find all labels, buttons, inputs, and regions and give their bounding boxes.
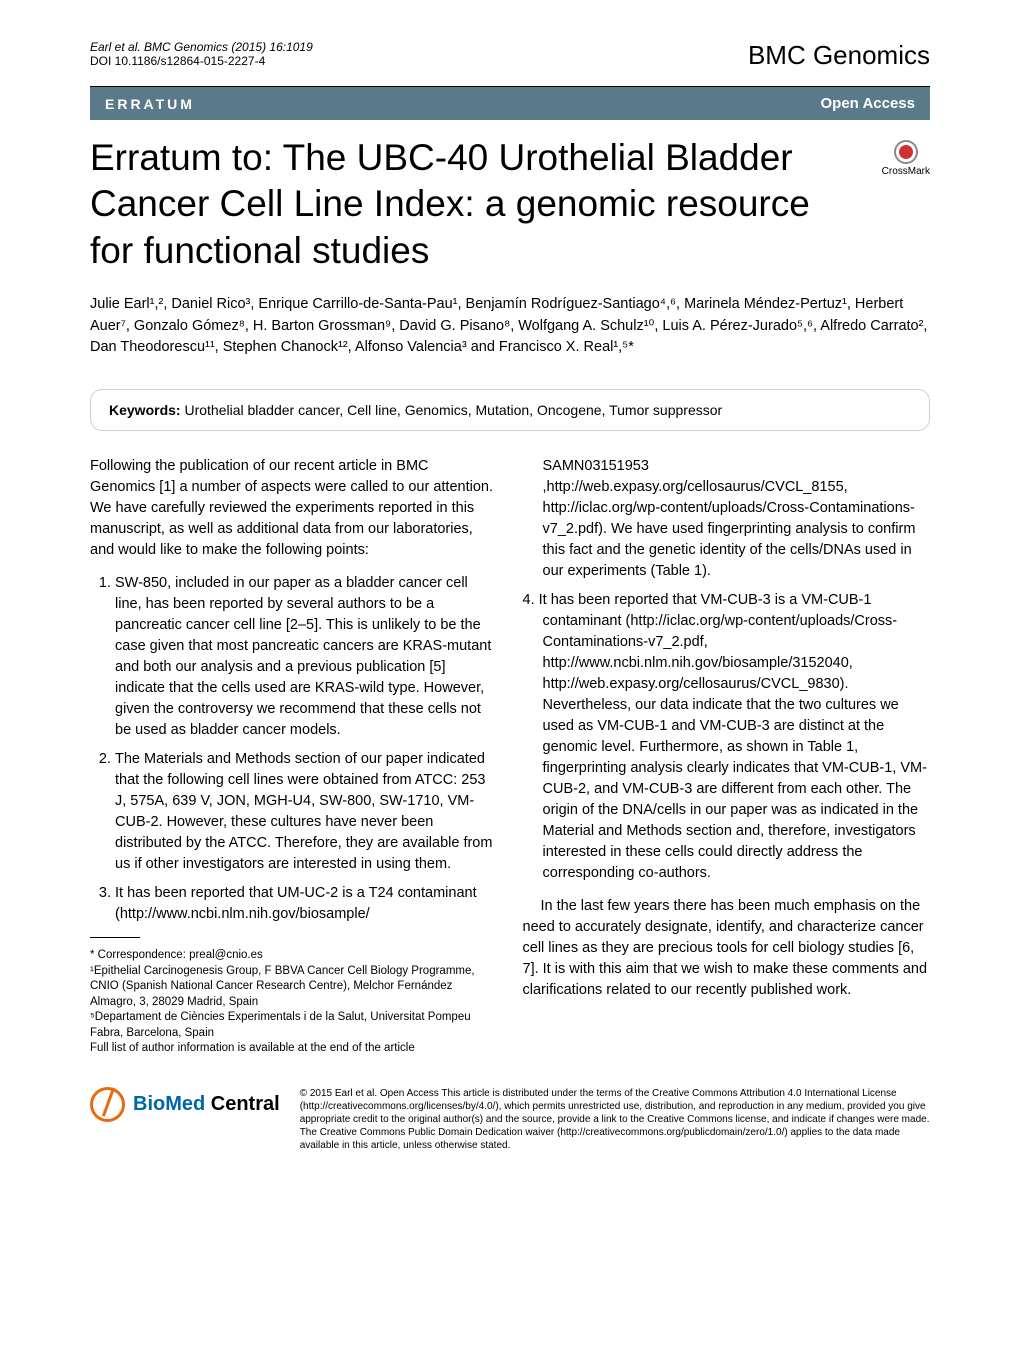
footer-notes: * Correspondence: preal@cnio.es ¹Epithel… (90, 948, 498, 1057)
point-3: It has been reported that UM-UC-2 is a T… (115, 883, 498, 925)
license-text: © 2015 Earl et al. Open Access This arti… (300, 1087, 930, 1152)
footer-divider (90, 937, 140, 938)
erratum-bar: ERRATUM Open Access (90, 87, 930, 120)
point-4: It has been reported that VM-CUB-3 is a … (523, 590, 931, 884)
doi: DOI 10.1186/s12864-015-2227-4 (90, 54, 313, 68)
logo-central: Central (205, 1093, 279, 1115)
left-column: Following the publication of our recent … (90, 456, 498, 1057)
authors-list: Julie Earl¹,², Daniel Rico³, Enrique Car… (90, 294, 930, 359)
biomed-logo: BioMed Central (90, 1087, 280, 1122)
citation: Earl et al. BMC Genomics (2015) 16:1019 (90, 40, 313, 54)
point-1: SW-850, included in our paper as a bladd… (115, 573, 498, 741)
journal-name: BMC Genomics (748, 40, 930, 83)
affiliation-1: ¹Epithelial Carcinogenesis Group, F BBVA… (90, 964, 498, 1011)
article-title: Erratum to: The UBC-40 Urothelial Bladde… (90, 135, 862, 274)
logo-bio: BioMed (133, 1093, 205, 1115)
biomed-icon (90, 1087, 125, 1122)
point-2: The Materials and Methods section of our… (115, 749, 498, 875)
license-section: BioMed Central © 2015 Earl et al. Open A… (90, 1087, 930, 1152)
open-access-label: Open Access (821, 95, 916, 112)
correspondence: * Correspondence: preal@cnio.es (90, 948, 498, 964)
full-author-list-note: Full list of author information is avail… (90, 1041, 498, 1057)
keywords-label: Keywords: (109, 402, 181, 418)
crossmark-label: CrossMark (882, 166, 930, 177)
affiliation-5: ⁵Departament de Ciències Experimentals i… (90, 1010, 498, 1041)
keywords-text: Urothelial bladder cancer, Cell line, Ge… (181, 402, 723, 418)
intro-paragraph: Following the publication of our recent … (90, 456, 498, 561)
header-row: Earl et al. BMC Genomics (2015) 16:1019 … (90, 40, 930, 83)
erratum-label: ERRATUM (105, 96, 195, 112)
crossmark-icon (894, 140, 918, 164)
point-3-continued: SAMN03151953 ,http://web.expasy.org/cell… (523, 456, 931, 582)
closing-paragraph: In the last few years there has been muc… (523, 896, 931, 1001)
crossmark-badge[interactable]: CrossMark (882, 140, 930, 177)
right-column: SAMN03151953 ,http://web.expasy.org/cell… (523, 456, 931, 1057)
keywords-box: Keywords: Urothelial bladder cancer, Cel… (90, 389, 930, 431)
